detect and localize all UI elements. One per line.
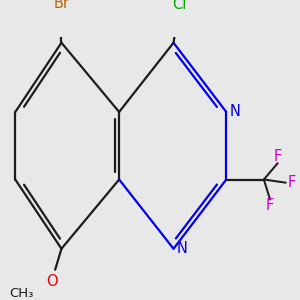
Text: F: F — [288, 175, 296, 190]
Text: CH₃: CH₃ — [9, 287, 33, 300]
Text: F: F — [274, 149, 282, 164]
Text: Br: Br — [53, 0, 70, 11]
Text: F: F — [266, 198, 274, 213]
Text: O: O — [46, 274, 57, 289]
Text: N: N — [230, 104, 240, 119]
Text: N: N — [177, 241, 188, 256]
Text: Cl: Cl — [172, 0, 187, 12]
